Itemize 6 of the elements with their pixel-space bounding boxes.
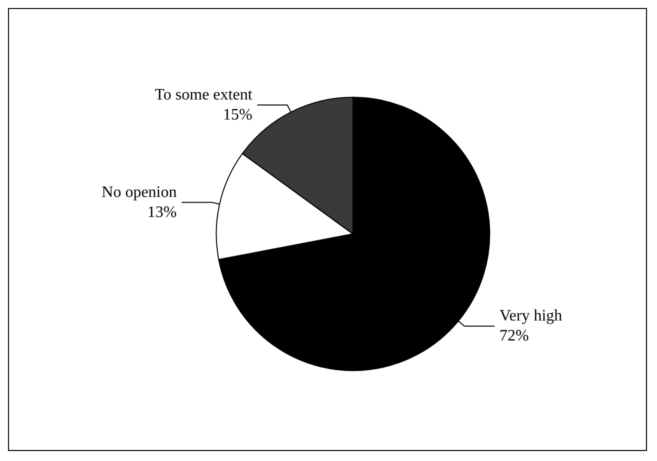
- slice-label: No openion: [102, 184, 177, 201]
- data-label: 72%: [499, 328, 529, 345]
- data-label: 13%: [147, 204, 177, 221]
- slice-label: Very high: [499, 308, 562, 325]
- slice-label: To some extent: [154, 86, 253, 104]
- data-label: 15%: [222, 106, 252, 124]
